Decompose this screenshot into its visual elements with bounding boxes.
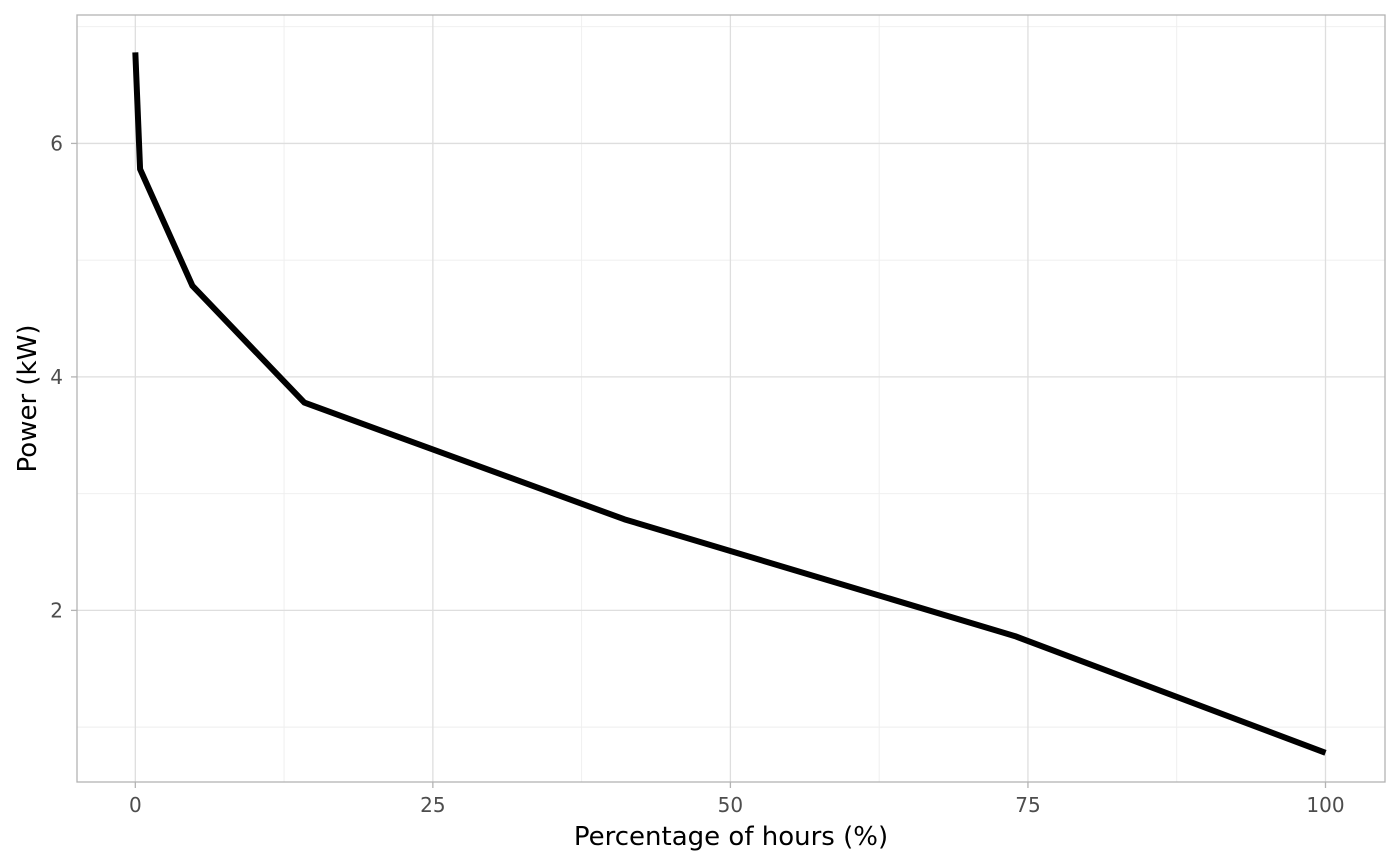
x-tick-label: 25 [420,793,445,817]
x-tick-label: 75 [1015,793,1040,817]
series-line [132,52,1327,756]
x-tick-label: 0 [129,793,142,817]
y-axis-title: Power (kW) [13,325,43,473]
y-tick-label: 4 [50,365,63,389]
axis-ticks [71,142,1327,788]
x-tick-label: 50 [718,793,743,817]
axis-tick-labels: 0 25 50 75 100 2 4 6 [50,131,1344,817]
series-layer [132,52,1327,756]
x-axis-title: Percentage of hours (%) [574,822,888,852]
y-tick-label: 6 [50,131,63,155]
x-tick-label: 100 [1306,793,1344,817]
y-tick-label: 2 [50,598,63,622]
major-gridlines [77,15,1385,782]
